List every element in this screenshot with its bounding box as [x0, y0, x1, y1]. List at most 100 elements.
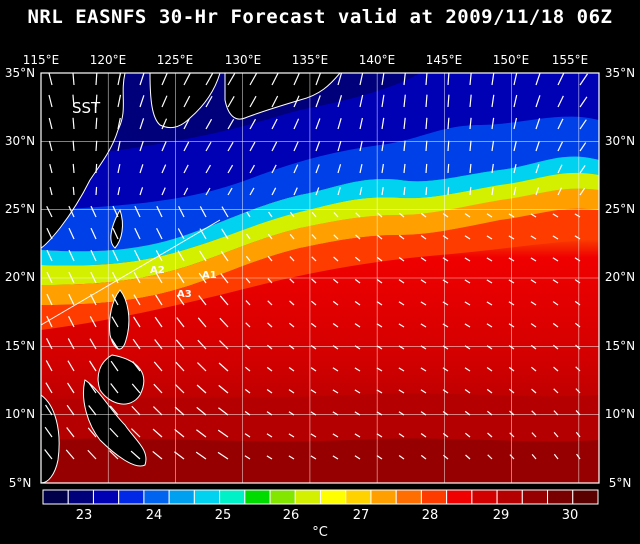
wind-vector: [195, 451, 207, 460]
wind-vector: [177, 250, 185, 262]
wind-vector: [491, 163, 494, 174]
wind-vector: [289, 234, 295, 240]
wind-vector: [271, 141, 278, 152]
wind-vector: [535, 118, 541, 130]
wind-vector: [46, 338, 53, 350]
wind-vector: [156, 205, 163, 218]
wind-vector: [289, 211, 295, 218]
wind-vector: [354, 455, 361, 460]
wind-vector: [183, 118, 190, 130]
wind-vector: [68, 316, 75, 328]
wind-vector: [574, 279, 581, 284]
wind-vector: [44, 449, 53, 460]
wind-vector: [447, 140, 450, 152]
station-label-a2: A2: [150, 265, 165, 276]
wind-vector: [420, 367, 427, 372]
wind-vector: [88, 405, 97, 416]
wind-vector: [442, 411, 449, 416]
wind-vector: [337, 94, 343, 108]
wind-vector: [552, 322, 559, 328]
wind-vector: [513, 117, 518, 130]
wind-vector: [117, 94, 122, 108]
wind-vector: [398, 323, 405, 328]
wind-vector: [354, 433, 361, 438]
wind-vector: [66, 427, 75, 438]
wind-vector: [398, 433, 405, 438]
wind-vector: [161, 187, 166, 196]
wind-vector: [110, 383, 119, 394]
wind-vector: [161, 73, 168, 86]
wind-vector: [376, 345, 383, 350]
wind-vector: [267, 256, 273, 262]
wind-vector: [152, 406, 163, 416]
wind-vector: [288, 344, 295, 350]
station-label-a1: A1: [202, 270, 217, 281]
wind-vector: [574, 213, 581, 218]
wind-vector: [48, 140, 53, 152]
wind-vector: [132, 361, 141, 372]
wind-vector: [315, 118, 321, 130]
colorbar: [42, 489, 599, 505]
wind-vector: [376, 367, 383, 372]
wind-vector: [403, 94, 406, 108]
wind-vector: [89, 316, 97, 328]
wind-vector: [531, 432, 537, 438]
wind-vector: [398, 234, 405, 240]
wind-vector: [220, 250, 229, 262]
wind-vector: [249, 73, 258, 86]
colorbar-swatch: [92, 489, 120, 505]
wind-vector: [117, 186, 121, 196]
wind-vector: [530, 213, 537, 218]
wind-vectors: [44, 73, 589, 460]
wind-vector: [442, 432, 449, 438]
wind-vector: [197, 339, 207, 350]
wind-vector: [68, 227, 75, 240]
wind-vector: [530, 366, 537, 372]
wind-vector: [469, 140, 472, 152]
wind-vector: [227, 141, 234, 152]
wind-vector: [508, 257, 515, 262]
wind-vector: [575, 431, 581, 438]
colorbar-swatch: [42, 489, 69, 505]
wind-vector: [293, 164, 299, 174]
wind-vector: [442, 345, 449, 350]
lat-label: 30°N: [5, 134, 35, 148]
wind-vector: [133, 316, 141, 328]
wind-vector: [508, 213, 515, 218]
wind-vector: [267, 233, 273, 240]
wind-vector: [267, 322, 273, 328]
wind-vector: [112, 227, 119, 240]
wind-vector: [359, 73, 364, 86]
wind-vector: [310, 367, 317, 372]
wind-vector: [376, 279, 383, 284]
lat-label: 15°N: [605, 339, 635, 353]
wind-vector: [311, 212, 317, 218]
wind-vector: [245, 300, 251, 306]
lon-label: 145°E: [426, 53, 463, 67]
wind-vector: [553, 432, 559, 438]
wind-vector: [557, 187, 563, 196]
wind-vector: [552, 235, 559, 240]
wind-vector: [509, 410, 515, 416]
wind-vector: [67, 338, 75, 350]
wind-vector: [288, 455, 295, 460]
wind-vector: [139, 187, 144, 196]
wind-vector: [398, 389, 405, 394]
wind-vector: [133, 294, 141, 306]
wind-vector: [464, 301, 471, 306]
wind-vector: [178, 206, 185, 218]
wind-vector: [183, 187, 189, 196]
wind-vector: [174, 428, 185, 438]
wind-vector: [354, 345, 361, 350]
wind-vector: [72, 73, 75, 86]
wind-vector: [293, 95, 300, 108]
wind-vector: [332, 389, 339, 394]
wind-vector: [530, 257, 537, 262]
wind-vector: [557, 164, 563, 174]
wind-vector: [44, 426, 53, 438]
wind-vector: [108, 450, 119, 460]
wind-vector: [377, 234, 383, 240]
wind-vector: [376, 323, 383, 328]
colorbar-swatch: [345, 489, 372, 505]
wind-vector: [508, 323, 515, 328]
